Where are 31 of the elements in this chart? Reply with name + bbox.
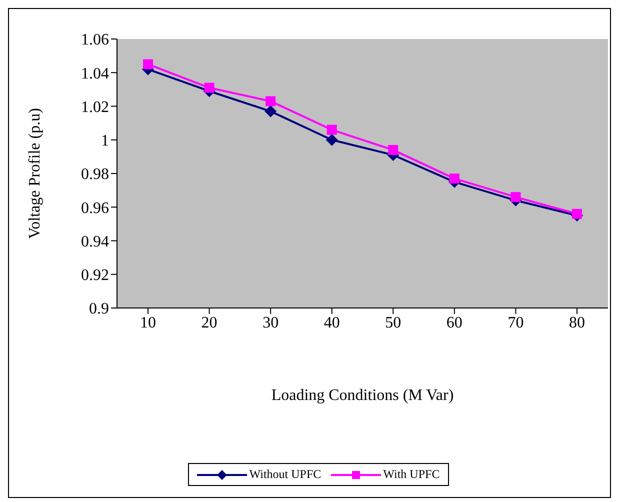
y-axis-title: Voltage Profile (p.u) (26, 108, 44, 239)
x-tick-label: 60 (446, 314, 462, 332)
x-tick-label: 70 (508, 314, 524, 332)
point (510, 192, 521, 202)
point (204, 82, 214, 93)
y-tick-label: 1.06 (81, 32, 109, 49)
x-tick-label: 80 (569, 314, 585, 332)
point (572, 208, 582, 219)
point (326, 134, 338, 146)
x-tick-label: 20 (201, 314, 218, 332)
legend-label: With UPFC (382, 467, 440, 482)
point (449, 174, 460, 184)
y-tick-label: 0.96 (81, 200, 109, 217)
point (266, 96, 276, 106)
y-tick-label: 1.04 (81, 65, 109, 82)
point (326, 124, 337, 135)
x-tick-label: 30 (262, 314, 279, 332)
point (264, 105, 277, 118)
legend-label: Without UPFC (248, 467, 322, 482)
x-axis-title: Loading Conditions (M Var) (271, 387, 454, 404)
y-tick-label: 0.92 (81, 267, 109, 284)
y-tick-label: 0.98 (81, 166, 109, 184)
y-tick-label: 0.9 (89, 300, 109, 318)
x-tick-label: 10 (140, 314, 156, 332)
x-tick-label: 40 (324, 314, 340, 332)
y-tick-label: 1 (101, 132, 109, 150)
y-tick-label: 0.94 (81, 233, 109, 250)
point (388, 144, 398, 155)
y-tick-label: 1.02 (81, 98, 109, 116)
x-tick-label: 50 (385, 314, 402, 332)
point (143, 59, 153, 70)
